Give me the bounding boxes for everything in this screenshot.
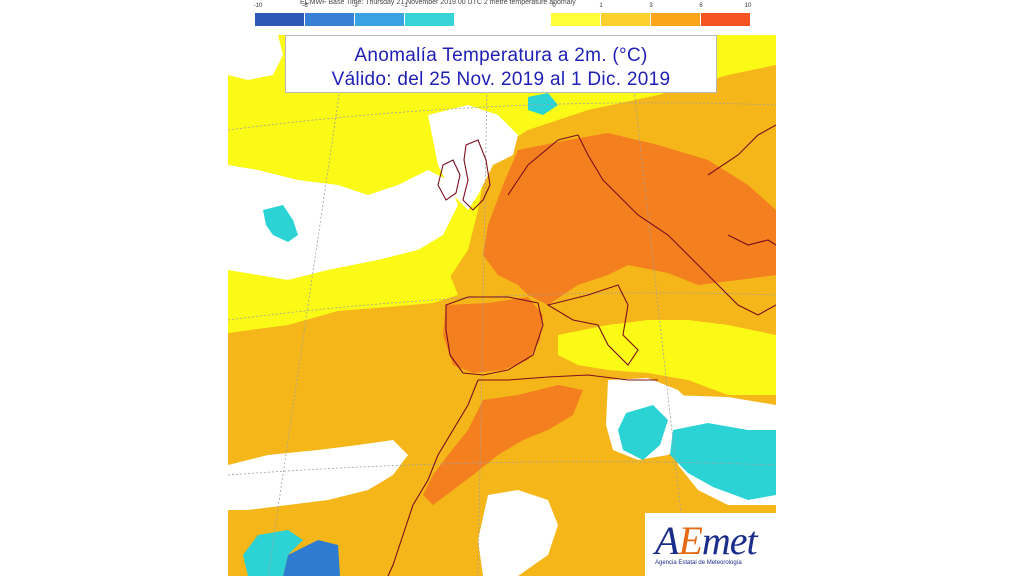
legend-tick: 3 — [649, 3, 653, 9]
legend-tick: -6 — [302, 3, 308, 9]
legend-swatch-warm-2 — [601, 13, 651, 26]
legend-swatch-cold-2 — [305, 13, 355, 26]
forecast-header-text: ECMWF Base Time: Thursday 21 November 20… — [300, 0, 576, 6]
weak-warm-area-mediterranean — [558, 320, 776, 395]
aemet-logo: AEmet Agencia Estatal de Meteorología — [645, 513, 776, 576]
legend-tick: -3 — [352, 3, 358, 9]
legend-tick: 6 — [699, 3, 703, 9]
cold-area-east-1 — [618, 405, 668, 460]
strong-warm-area-europe — [483, 133, 776, 305]
legend-swatch-warm-1 — [551, 13, 601, 26]
map-validity: Válido: del 25 Nov. 2019 al 1 Dic. 2019 — [331, 69, 671, 90]
neutral-area-northwest — [228, 35, 283, 80]
aemet-logo-wordmark: AEmet — [655, 518, 758, 563]
map-title-box: Anomalía Temperatura a 2m. (°C) Válido: … — [285, 35, 717, 93]
cold-area-west — [263, 205, 298, 242]
legend-tick: -1 — [402, 3, 408, 9]
cold-area-southwest-blue — [283, 540, 340, 576]
neutral-area-west — [228, 165, 458, 280]
neutral-area-sahara — [478, 490, 558, 576]
cold-legend-bar — [255, 13, 455, 26]
weak-warm-band-atlantic — [228, 250, 458, 333]
map-title: Anomalía Temperatura a 2m. (°C) — [354, 45, 648, 66]
legend-tick: 0 — [552, 3, 556, 9]
legend-swatch-cold-1 — [255, 13, 305, 26]
cold-area-north — [528, 93, 558, 115]
legend-tick: 10 — [744, 3, 752, 9]
coastlines — [387, 124, 776, 576]
graticule — [228, 35, 776, 576]
legend-tick: -10 — [253, 3, 263, 9]
cold-area-east-2 — [670, 423, 776, 500]
warm-legend-bar — [551, 13, 751, 26]
aemet-logo-subtitle: Agencia Estatal de Meteorología — [655, 560, 742, 566]
legend-swatch-warm-3 — [651, 13, 701, 26]
cold-legend-ticks: -10 -6 -3 -1 — [253, 3, 455, 11]
neutral-area-southwest — [228, 440, 408, 510]
legend-tick: 1 — [599, 3, 603, 9]
legend-swatch-cold-3 — [355, 13, 405, 26]
strong-warm-area-africa — [423, 385, 583, 505]
temperature-anomaly-map — [228, 35, 776, 576]
cold-area-southwest-cyan — [243, 530, 303, 576]
neutral-area-uk — [428, 105, 518, 210]
legend-swatch-cold-4 — [405, 13, 455, 26]
legend-swatch-warm-4 — [701, 13, 751, 26]
strong-warm-area-iberia — [443, 297, 543, 373]
warm-legend-ticks: 0 1 3 6 10 — [551, 3, 751, 11]
